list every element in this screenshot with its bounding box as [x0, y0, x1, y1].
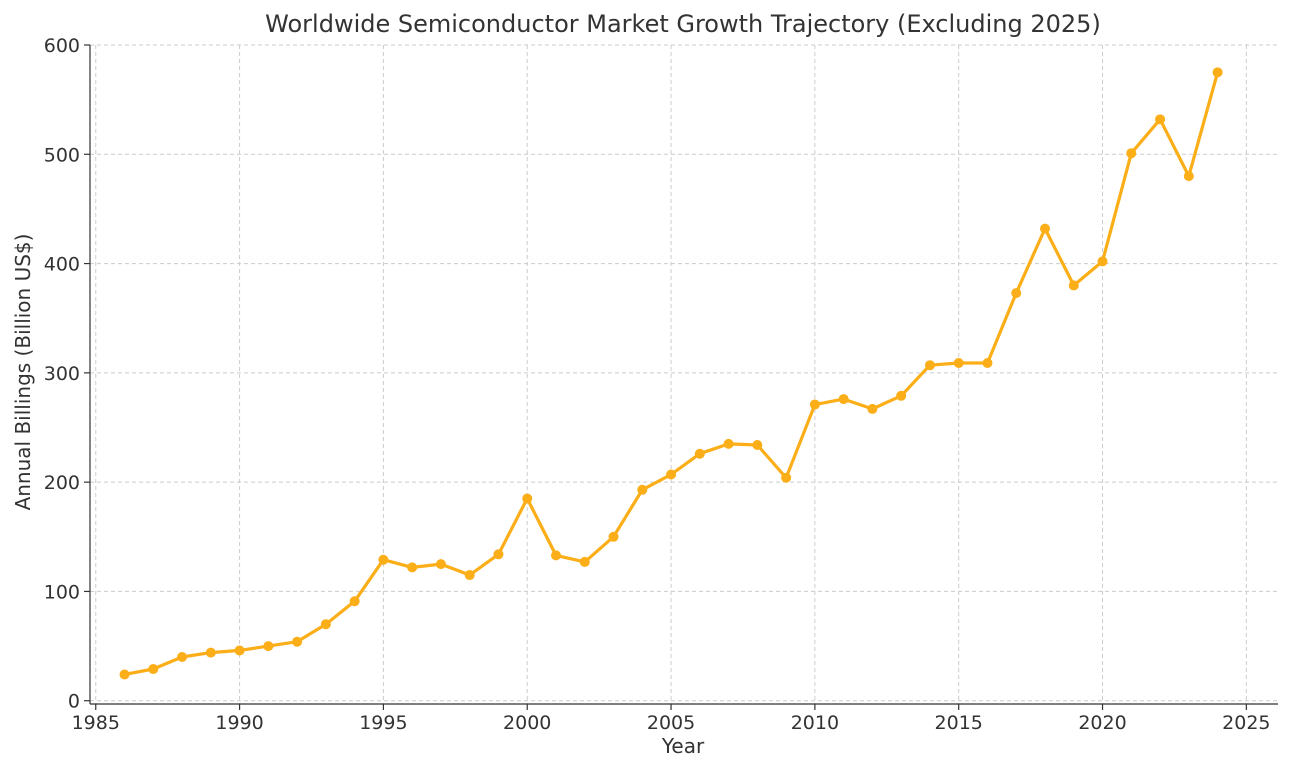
- data-point: [1040, 223, 1051, 234]
- data-point: [723, 438, 734, 449]
- data-point: [608, 531, 619, 542]
- data-point: [694, 448, 705, 459]
- data-point: [522, 493, 533, 504]
- data-point: [867, 403, 878, 414]
- data-point: [464, 570, 475, 581]
- data-point: [1126, 148, 1137, 159]
- data-point: [407, 562, 418, 573]
- x-axis-label: Year: [661, 734, 705, 758]
- data-point: [896, 390, 907, 401]
- x-tick-label: 1990: [215, 712, 263, 734]
- data-point: [1212, 67, 1223, 78]
- x-axis-ticks: 1985 1990 1995 2000 2005 2010 2015 2020 2025: [72, 704, 1271, 734]
- data-point: [148, 664, 159, 675]
- x-tick-label: 2010: [791, 712, 839, 734]
- axes: [89, 45, 1278, 705]
- data-point: [177, 652, 188, 663]
- data-point: [1155, 114, 1166, 125]
- y-axis-ticks: 0 100 200 300 400 500 600: [44, 35, 90, 713]
- data-point: [838, 394, 849, 405]
- y-tick-label: 200: [44, 472, 80, 494]
- data-point: [205, 647, 216, 658]
- data-point: [637, 484, 648, 495]
- data-point: [349, 596, 360, 607]
- data-point: [1097, 256, 1108, 267]
- x-tick-label: 2000: [503, 712, 551, 734]
- chart-title: Worldwide Semiconductor Market Growth Tr…: [265, 10, 1101, 38]
- data-point: [982, 358, 993, 369]
- data-point: [666, 469, 677, 480]
- x-tick-label: 2025: [1222, 712, 1270, 734]
- y-tick-label: 300: [44, 363, 80, 385]
- data-point: [378, 554, 389, 565]
- data-point: [809, 399, 820, 410]
- x-tick-label: 2005: [647, 712, 695, 734]
- data-point: [781, 472, 792, 483]
- data-point: [579, 556, 590, 567]
- data-point: [752, 439, 763, 450]
- x-tick-label: 1995: [359, 712, 407, 734]
- data-point: [1011, 288, 1022, 299]
- y-tick-label: 500: [44, 144, 80, 166]
- data-point: [953, 358, 964, 369]
- y-tick-label: 600: [44, 35, 80, 57]
- data-point: [234, 645, 245, 656]
- data-point: [119, 669, 130, 680]
- data-point: [320, 619, 331, 630]
- data-point: [1183, 171, 1194, 182]
- grid: [90, 44, 1278, 704]
- data-point: [435, 559, 446, 570]
- y-tick-label: 100: [44, 581, 80, 603]
- data-point: [1068, 280, 1079, 291]
- x-tick-label: 2020: [1078, 712, 1126, 734]
- x-tick-label: 2015: [935, 712, 983, 734]
- data-point: [493, 549, 504, 560]
- data-point: [550, 550, 561, 561]
- data-point: [292, 636, 303, 647]
- y-tick-label: 0: [68, 691, 80, 713]
- y-tick-label: 400: [44, 254, 80, 276]
- y-axis-label: Annual Billings (Billion US$): [11, 234, 35, 511]
- data-point: [924, 360, 935, 371]
- x-tick-label: 1985: [72, 712, 120, 734]
- series-layer: [119, 67, 1223, 680]
- data-point: [263, 641, 274, 652]
